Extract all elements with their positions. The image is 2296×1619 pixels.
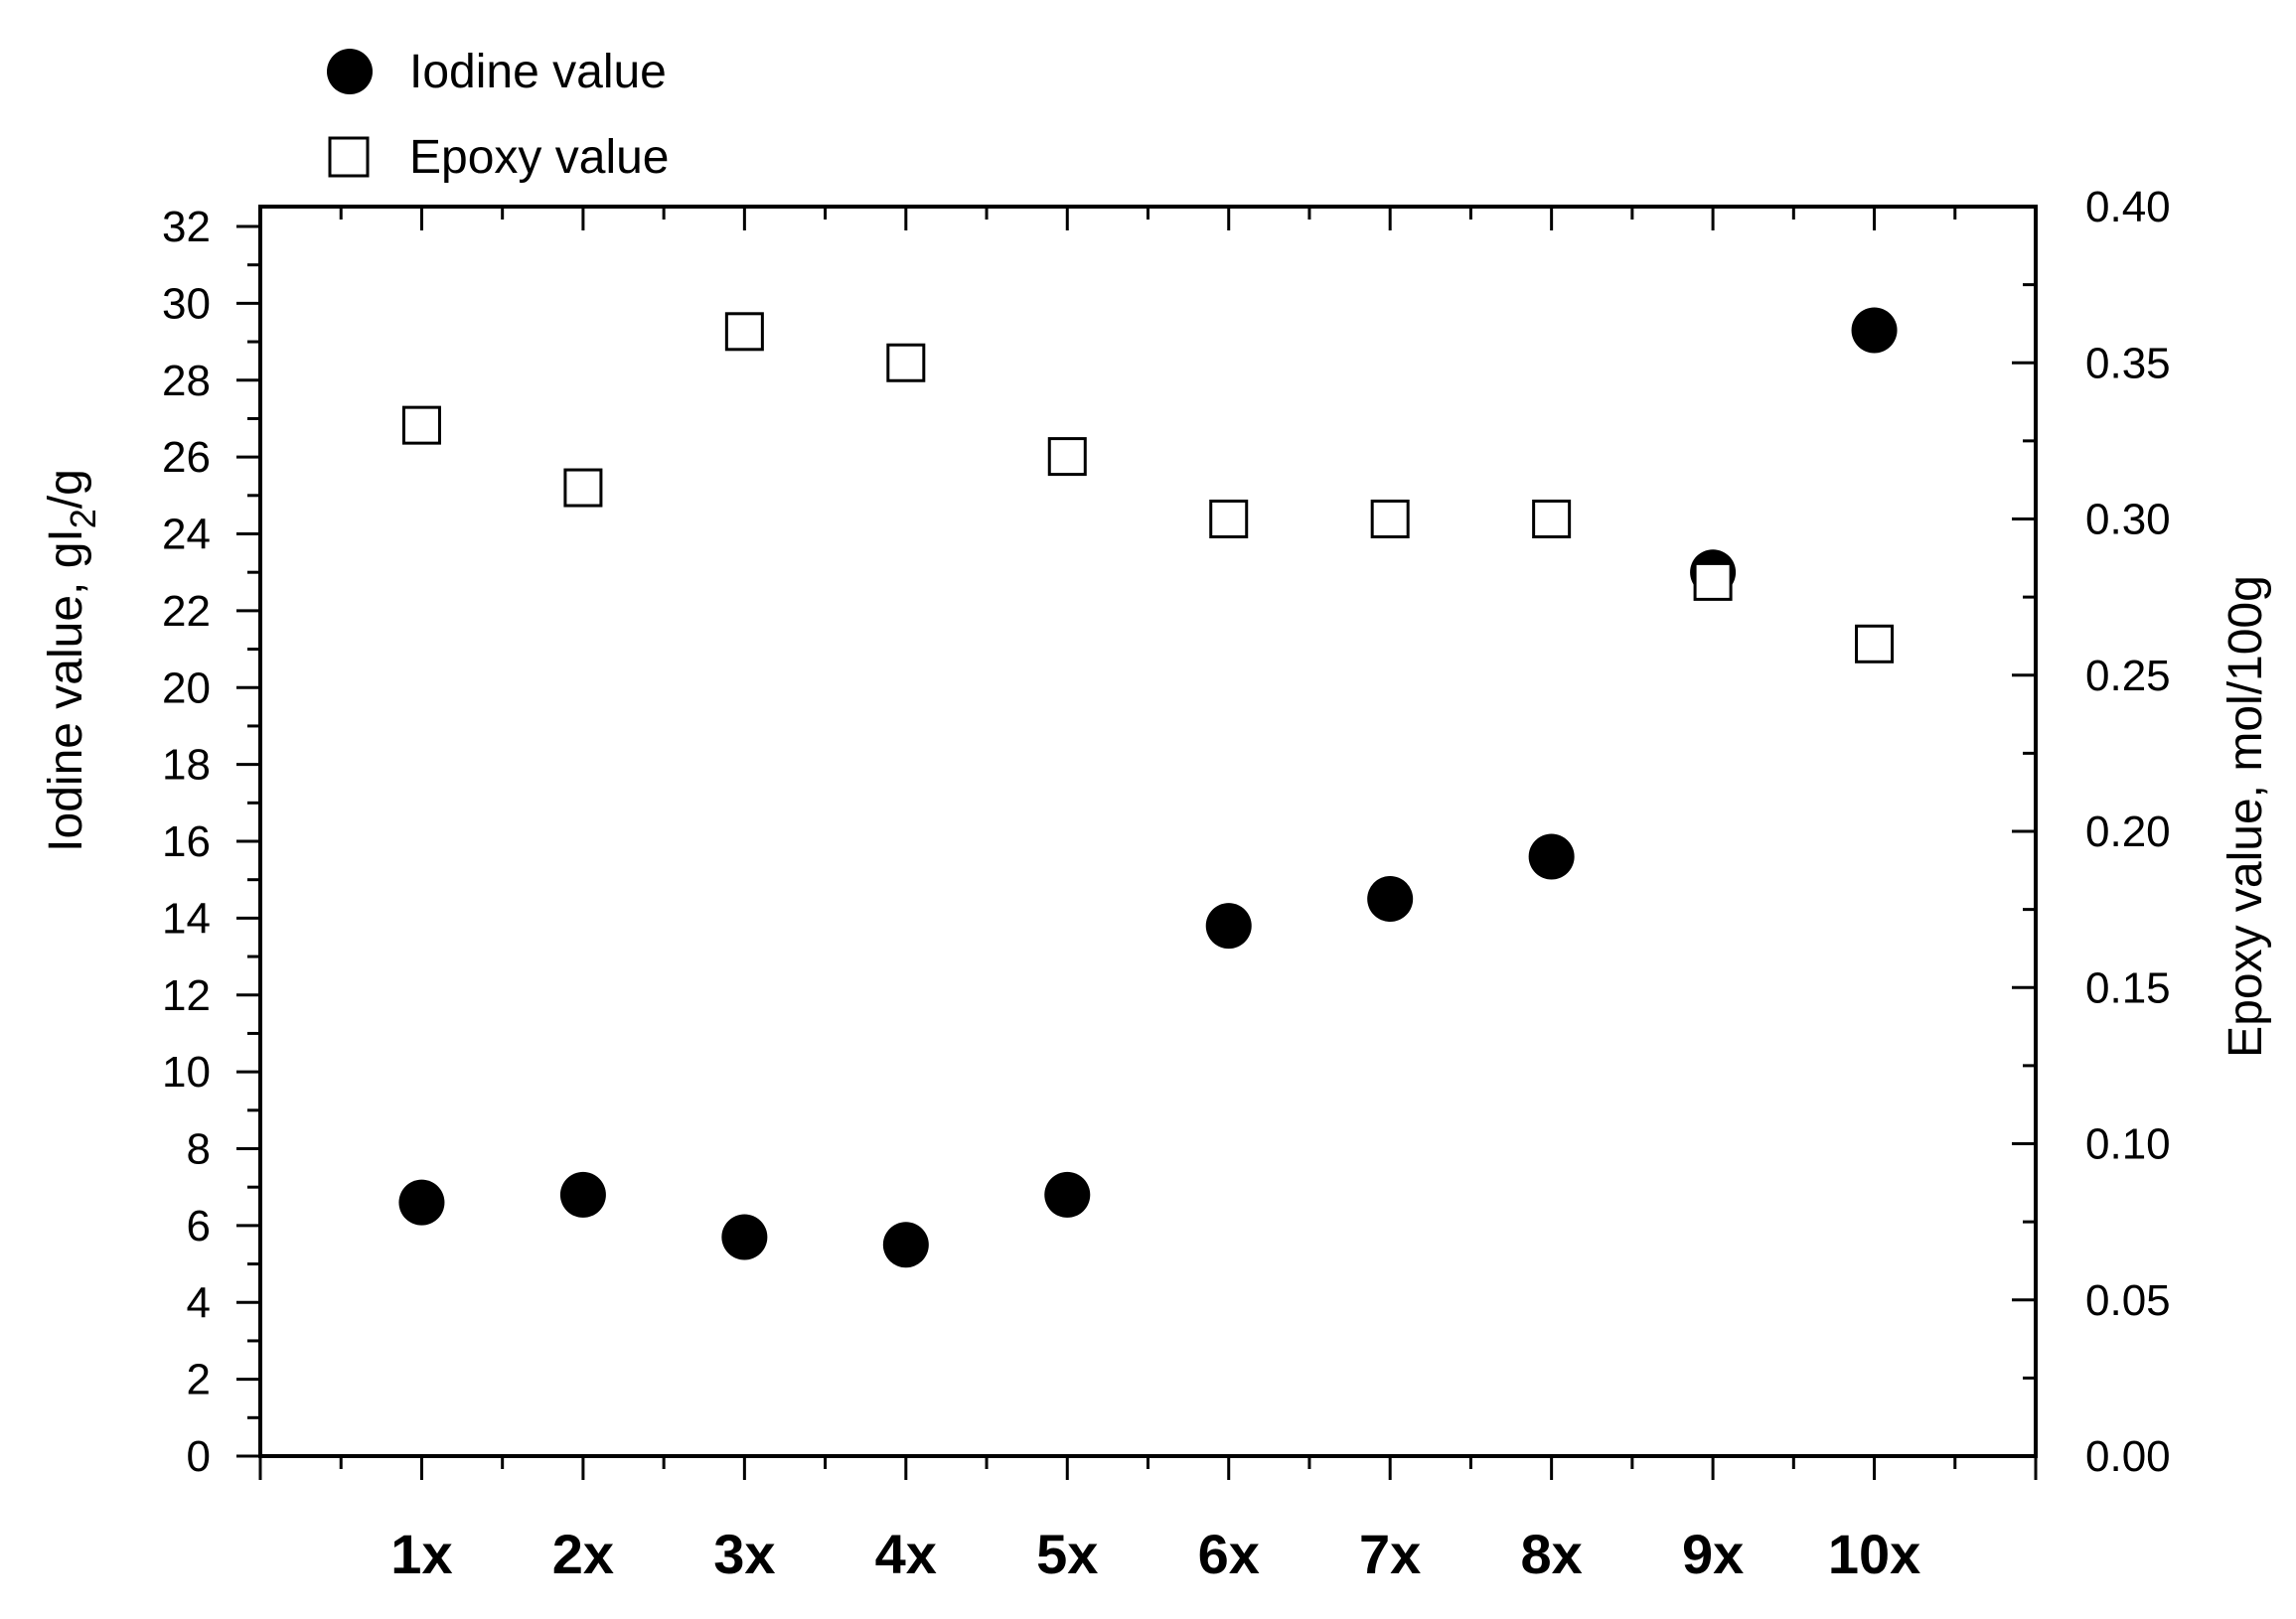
left-tick-label: 6 <box>187 1202 211 1251</box>
x-category-label: 1x <box>390 1523 452 1585</box>
iodine-point <box>882 1222 929 1268</box>
left-tick-label: 20 <box>162 663 211 712</box>
left-tick-label: 4 <box>187 1278 211 1327</box>
x-axis: 1x 2x 3x 4x 5x 6x 7x 8x 9x 10x <box>258 207 2038 1585</box>
right-tick-label: 0.05 <box>2085 1276 2171 1325</box>
right-tick-label: 0.15 <box>2085 963 2171 1012</box>
right-axis: 0.00 0.05 0.10 0.15 0.20 0.25 0.30 0.35 0.40 <box>2012 183 2171 1481</box>
left-tick-label: 2 <box>187 1356 211 1404</box>
iodine-point <box>559 1171 606 1218</box>
left-tick-label: 32 <box>162 203 211 251</box>
left-tick-label: 30 <box>162 279 211 328</box>
left-tick-label: 26 <box>162 433 211 482</box>
left-axis-title-tail: /g <box>40 469 92 509</box>
right-tick-label: 0.25 <box>2085 652 2171 700</box>
right-tick-label: 0.40 <box>2085 183 2171 231</box>
series-iodine <box>398 307 1898 1268</box>
left-tick-label: 16 <box>162 817 211 866</box>
legend-label-iodine: Iodine value <box>409 46 667 98</box>
right-tick-label: 0.00 <box>2085 1432 2171 1481</box>
epoxy-point <box>1532 500 1572 538</box>
right-tick-label: 0.35 <box>2085 339 2171 387</box>
iodine-point <box>1044 1171 1091 1218</box>
iodine-point <box>721 1214 768 1260</box>
left-tick-label: 24 <box>162 511 211 559</box>
x-category-label: 2x <box>552 1523 614 1585</box>
epoxy-point <box>1693 561 1733 601</box>
left-tick-label: 0 <box>187 1432 211 1481</box>
legend-marker-epoxy <box>328 136 370 178</box>
x-category-label: 3x <box>713 1523 775 1585</box>
left-tick-label: 14 <box>162 894 211 943</box>
x-category-label: 7x <box>1359 1523 1421 1585</box>
left-axis-title-subscript: 2 <box>63 509 103 528</box>
epoxy-point <box>1209 500 1249 538</box>
plot-frame <box>258 205 2038 1458</box>
series-epoxy <box>401 312 1895 663</box>
left-tick-label: 18 <box>162 741 211 790</box>
x-category-label: 10x <box>1828 1523 1920 1585</box>
data-series <box>398 307 1898 1268</box>
x-category-label: 6x <box>1198 1523 1260 1585</box>
legend-marker-iodine <box>327 49 373 94</box>
legend-label-epoxy: Epoxy value <box>409 131 670 184</box>
right-tick-label: 0.10 <box>2085 1120 2171 1169</box>
right-axis-title: Epoxy value, mol/100g <box>2219 575 2272 1058</box>
left-axis-title-main: Iodine value, gI <box>40 528 92 852</box>
iodine-point <box>398 1179 445 1226</box>
right-tick-label: 0.30 <box>2085 496 2171 544</box>
right-tick-label: 0.20 <box>2085 808 2171 856</box>
iodine-point <box>1367 876 1414 923</box>
x-category-label: 8x <box>1520 1523 1582 1585</box>
epoxy-point <box>1047 437 1087 477</box>
left-tick-label: 22 <box>162 587 211 636</box>
left-axis-title: Iodine value, gI2/g <box>40 469 103 852</box>
x-category-label: 4x <box>875 1523 937 1585</box>
legend: Iodine value Epoxy value <box>327 46 670 184</box>
left-tick-label: 12 <box>162 971 211 1020</box>
left-tick-label: 10 <box>162 1048 211 1097</box>
epoxy-point <box>1855 624 1895 663</box>
epoxy-point <box>563 468 603 508</box>
epoxy-point <box>886 343 926 382</box>
x-category-label: 5x <box>1036 1523 1098 1585</box>
iodine-point <box>1851 307 1898 354</box>
x-category-label: 9x <box>1682 1523 1744 1585</box>
epoxy-point <box>724 312 764 352</box>
epoxy-point <box>1370 500 1410 538</box>
left-tick-label: 8 <box>187 1125 211 1174</box>
epoxy-point <box>401 405 441 445</box>
iodine-point <box>1205 903 1252 950</box>
left-tick-label: 28 <box>162 357 211 405</box>
iodine-point <box>1528 833 1575 880</box>
